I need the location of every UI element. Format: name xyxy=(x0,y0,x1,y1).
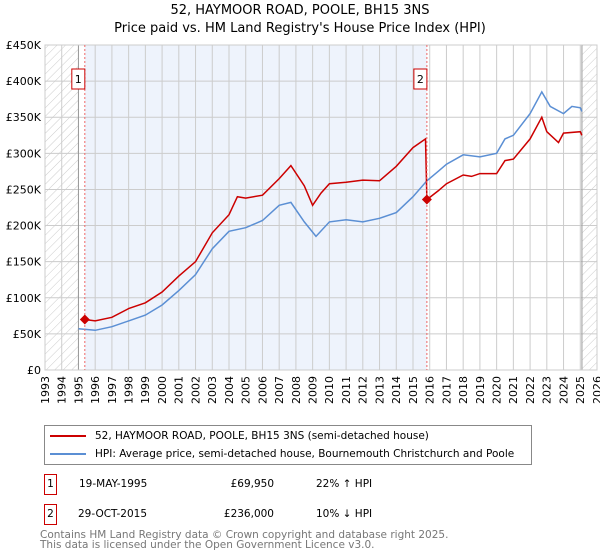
x-tick-label: 2023 xyxy=(541,376,554,404)
x-tick-label: 2024 xyxy=(557,376,570,404)
y-tick-label: £350K xyxy=(6,111,42,124)
x-tick-label: 2002 xyxy=(189,376,202,404)
sale-price: £236,000 xyxy=(223,508,274,520)
x-tick-label: 2012 xyxy=(357,376,370,404)
x-tick-label: 2001 xyxy=(173,376,186,404)
sale-point xyxy=(79,314,90,325)
x-tick-label: 2018 xyxy=(457,376,470,404)
x-tick-label: 2026 xyxy=(591,376,600,404)
ownership-shade xyxy=(84,45,427,370)
x-tick-label: 1999 xyxy=(139,376,152,404)
sale-label: 2 xyxy=(417,73,424,86)
y-tick-label: £0 xyxy=(27,364,41,377)
x-tick-label: 2011 xyxy=(340,376,353,404)
x-tick-label: 1996 xyxy=(89,376,102,404)
x-tick-label: 1994 xyxy=(56,376,69,404)
chart-subtitle: Price paid vs. HM Land Registry's House … xyxy=(114,21,486,36)
x-tick-label: 2019 xyxy=(474,376,487,404)
x-tick-label: 1997 xyxy=(106,376,119,404)
sale-row-1: 1 19-MAY-1995 £69,950 22% ↑ HPI xyxy=(44,473,372,495)
x-tick-label: 2010 xyxy=(323,376,336,404)
y-tick-label: £200K xyxy=(6,220,42,233)
sale-label-box xyxy=(413,68,428,90)
sale-date: 29-OCT-2015 xyxy=(78,508,147,520)
legend-hpi: HPI: Average price, semi-detached house,… xyxy=(95,448,515,460)
x-tick-label: 2008 xyxy=(290,376,303,404)
x-tick-label: 2005 xyxy=(240,376,253,404)
hatch-after-data xyxy=(581,45,597,370)
x-tick-label: 2009 xyxy=(306,376,319,404)
x-tick-label: 2014 xyxy=(390,376,403,404)
x-tick-label: 2022 xyxy=(524,376,537,404)
sale-date: 19-MAY-1995 xyxy=(79,478,148,490)
hpi-line xyxy=(78,90,583,332)
x-tick-label: 2000 xyxy=(156,376,169,404)
x-tick-label: 2015 xyxy=(407,376,420,404)
sale-price: £69,950 xyxy=(230,478,274,490)
legend-blue-line xyxy=(50,453,86,455)
sale-badge: 2 xyxy=(44,503,57,525)
x-tick-label: 2025 xyxy=(574,376,587,404)
y-tick-label: £100K xyxy=(6,292,42,305)
x-tick-label: 2013 xyxy=(373,376,386,404)
y-tick-label: £50K xyxy=(13,328,42,341)
x-tick-label: 2016 xyxy=(424,376,437,404)
x-tick-label: 1998 xyxy=(122,376,135,404)
x-tick-label: 1993 xyxy=(39,376,52,404)
footer: Contains HM Land Registry data © Crown c… xyxy=(40,529,449,551)
x-tick-label: 2020 xyxy=(490,376,503,404)
y-tick-label: £400K xyxy=(6,75,42,88)
sale-badge: 1 xyxy=(44,473,57,495)
y-tick-label: £300K xyxy=(6,147,42,160)
x-tick-label: 2004 xyxy=(223,376,236,404)
x-tick-label: 1995 xyxy=(72,376,85,404)
footer-copyright: Contains HM Land Registry data © Crown c… xyxy=(40,529,449,541)
x-tick-label: 2003 xyxy=(206,376,219,404)
y-tick-label: £150K xyxy=(6,256,42,269)
y-tick-label: £250K xyxy=(6,183,42,196)
sale-hpi: 10% ↓ HPI xyxy=(316,508,373,520)
legend-red-line xyxy=(50,435,86,437)
plot-border xyxy=(44,44,598,371)
sale-label: 1 xyxy=(75,73,82,86)
y-tick-label: £450K xyxy=(6,39,42,52)
sale-row-2: 2 29-OCT-2015 £236,000 10% ↓ HPI xyxy=(44,503,372,525)
sale-label-box xyxy=(71,68,86,90)
x-tick-label: 2021 xyxy=(507,376,520,404)
footer-licence: This data is licensed under the Open Gov… xyxy=(40,539,375,551)
property-price-line xyxy=(84,115,583,322)
x-tick-label: 2007 xyxy=(273,376,286,404)
chart-title: 52, HAYMOOR ROAD, POOLE, BH15 3NS xyxy=(170,3,430,18)
sale-point xyxy=(421,194,432,205)
x-tick-label: 2006 xyxy=(256,376,269,404)
sale-hpi: 22% ↑ HPI xyxy=(316,478,373,490)
legend: 52, HAYMOOR ROAD, POOLE, BH15 3NS (semi-… xyxy=(44,425,532,465)
legend-property: 52, HAYMOOR ROAD, POOLE, BH15 3NS (semi-… xyxy=(95,430,429,442)
x-tick-label: 2017 xyxy=(440,376,453,404)
